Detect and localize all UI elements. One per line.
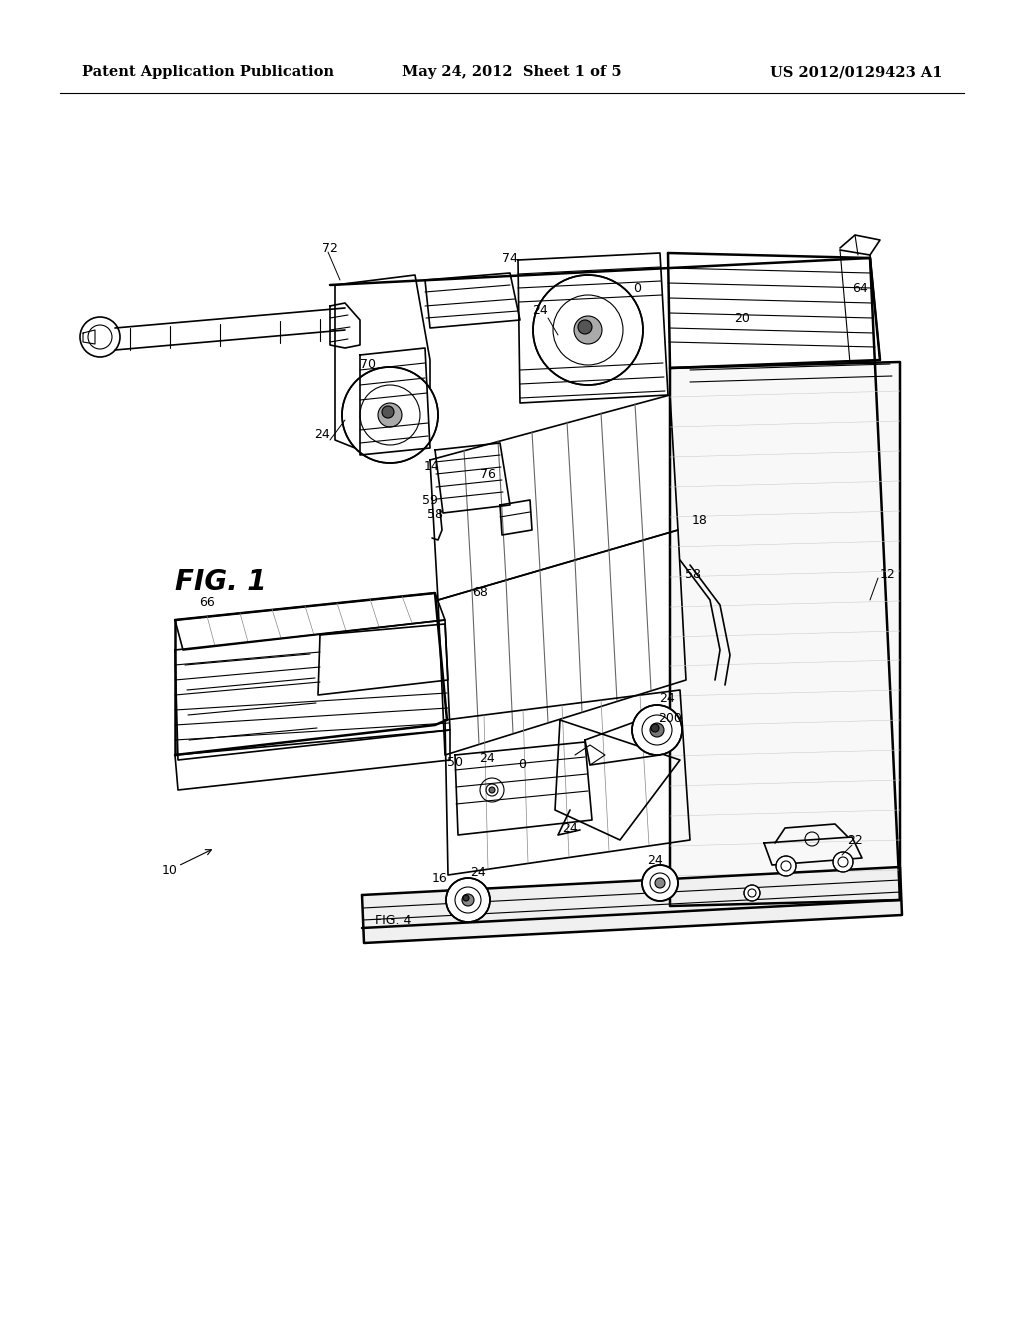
Text: 24: 24 [647, 854, 663, 866]
Circle shape [489, 787, 495, 793]
Text: Patent Application Publication: Patent Application Publication [82, 65, 334, 79]
Circle shape [342, 367, 438, 463]
Circle shape [833, 851, 853, 873]
Text: 58: 58 [685, 569, 701, 582]
Text: 24: 24 [659, 692, 675, 705]
Polygon shape [362, 867, 902, 942]
Circle shape [632, 705, 682, 755]
Circle shape [744, 884, 760, 902]
Text: 24: 24 [562, 821, 578, 834]
Circle shape [463, 895, 469, 902]
Text: 24: 24 [470, 866, 485, 879]
Text: 0: 0 [518, 759, 526, 771]
Text: 66: 66 [199, 597, 215, 610]
Circle shape [446, 878, 490, 921]
Text: 70: 70 [360, 359, 376, 371]
Circle shape [462, 894, 474, 906]
Circle shape [651, 723, 659, 733]
Circle shape [650, 723, 664, 737]
Circle shape [378, 403, 402, 426]
Text: May 24, 2012  Sheet 1 of 5: May 24, 2012 Sheet 1 of 5 [402, 65, 622, 79]
Text: 16: 16 [432, 871, 447, 884]
Text: 68: 68 [472, 586, 488, 599]
Text: 24: 24 [479, 751, 495, 764]
Text: 0: 0 [633, 281, 641, 294]
Text: 14: 14 [424, 461, 440, 474]
Text: 50: 50 [447, 755, 463, 768]
Text: FIG. 1: FIG. 1 [175, 568, 266, 597]
Text: 59: 59 [422, 494, 438, 507]
Text: 12: 12 [880, 569, 896, 582]
Text: 24: 24 [314, 429, 330, 441]
Text: 72: 72 [323, 242, 338, 255]
Text: 74: 74 [502, 252, 518, 264]
Text: US 2012/0129423 A1: US 2012/0129423 A1 [769, 65, 942, 79]
Text: 200: 200 [658, 711, 682, 725]
Text: 24: 24 [532, 304, 548, 317]
Circle shape [534, 275, 643, 385]
Circle shape [574, 315, 602, 345]
Text: FIG. 4: FIG. 4 [375, 913, 412, 927]
Circle shape [655, 878, 665, 888]
Text: 58: 58 [427, 508, 443, 521]
Circle shape [776, 855, 796, 876]
Polygon shape [670, 362, 900, 906]
Text: 20: 20 [734, 312, 750, 325]
Circle shape [382, 407, 394, 418]
Circle shape [642, 865, 678, 902]
Text: 76: 76 [480, 469, 496, 482]
Text: 22: 22 [847, 833, 863, 846]
Text: 18: 18 [692, 513, 708, 527]
Text: 10: 10 [162, 863, 178, 876]
Circle shape [578, 319, 592, 334]
Text: 64: 64 [852, 281, 868, 294]
